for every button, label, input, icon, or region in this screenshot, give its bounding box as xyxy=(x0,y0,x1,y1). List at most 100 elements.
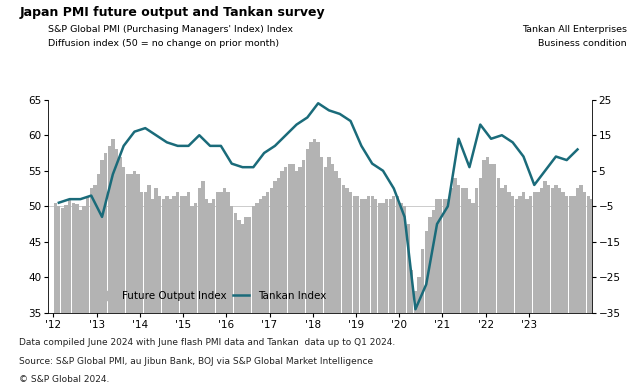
Bar xyxy=(413,291,417,313)
Bar xyxy=(161,199,165,313)
Bar xyxy=(489,163,493,313)
Text: Diffusion index (50 = no change on prior month): Diffusion index (50 = no change on prior… xyxy=(48,39,279,48)
Bar xyxy=(424,231,428,313)
Bar xyxy=(359,199,363,313)
Bar xyxy=(60,208,64,313)
Bar xyxy=(114,149,118,313)
Bar xyxy=(205,199,208,313)
Text: Business condition: Business condition xyxy=(538,39,627,48)
Bar xyxy=(421,249,424,313)
Bar xyxy=(446,199,449,313)
Bar xyxy=(345,188,349,313)
Bar xyxy=(583,192,586,313)
Bar xyxy=(291,163,294,313)
Bar xyxy=(417,277,421,313)
Bar xyxy=(230,206,233,313)
Bar xyxy=(53,203,57,313)
Bar xyxy=(547,185,550,313)
Bar xyxy=(370,196,374,313)
Bar xyxy=(176,192,179,313)
Bar xyxy=(187,192,190,313)
Bar xyxy=(439,199,442,313)
Bar xyxy=(100,160,104,313)
Bar xyxy=(248,217,251,313)
Bar xyxy=(96,174,100,313)
Bar xyxy=(78,210,82,313)
Bar xyxy=(118,156,122,313)
Text: Tankan All Enterprises: Tankan All Enterprises xyxy=(522,25,627,34)
Bar xyxy=(122,167,125,313)
Bar xyxy=(507,192,511,313)
Bar xyxy=(219,192,222,313)
Bar xyxy=(341,185,345,313)
Bar xyxy=(367,196,370,313)
Bar xyxy=(165,196,168,313)
Bar xyxy=(327,156,331,313)
Bar xyxy=(320,156,323,313)
Bar xyxy=(75,204,78,313)
Bar xyxy=(305,149,309,313)
Bar xyxy=(550,188,554,313)
Bar xyxy=(471,203,475,313)
Bar xyxy=(522,192,525,313)
Bar xyxy=(64,205,68,313)
Bar xyxy=(349,192,352,313)
Bar xyxy=(190,206,194,313)
Bar xyxy=(215,192,219,313)
Bar xyxy=(381,203,385,313)
Bar xyxy=(568,196,572,313)
Bar xyxy=(460,188,464,313)
Bar xyxy=(197,188,201,313)
Bar xyxy=(493,163,496,313)
Bar xyxy=(212,199,215,313)
Bar xyxy=(561,192,565,313)
Bar xyxy=(71,203,75,313)
Bar xyxy=(154,188,158,313)
Bar xyxy=(457,185,460,313)
Bar xyxy=(237,221,240,313)
Bar xyxy=(536,192,539,313)
Bar xyxy=(255,203,258,313)
Bar xyxy=(576,188,579,313)
Bar xyxy=(334,171,338,313)
Bar xyxy=(572,196,575,313)
Bar xyxy=(266,192,269,313)
Bar xyxy=(295,171,298,313)
Bar xyxy=(169,199,172,313)
Bar xyxy=(554,185,557,313)
Bar xyxy=(57,206,60,313)
Bar xyxy=(183,196,186,313)
Bar xyxy=(111,139,114,313)
Bar xyxy=(251,206,255,313)
Bar xyxy=(125,174,129,313)
Bar xyxy=(86,196,89,313)
Bar xyxy=(399,203,403,313)
Bar xyxy=(338,178,341,313)
Bar xyxy=(388,199,392,313)
Bar xyxy=(485,156,489,313)
Bar xyxy=(158,196,161,313)
Bar xyxy=(428,217,431,313)
Bar xyxy=(277,178,280,313)
Bar xyxy=(518,196,521,313)
Bar xyxy=(496,178,500,313)
Bar xyxy=(273,181,276,313)
Bar xyxy=(151,199,154,313)
Legend: Future Output Index, Tankan Index: Future Output Index, Tankan Index xyxy=(97,291,326,301)
Bar xyxy=(129,174,132,313)
Bar xyxy=(244,217,248,313)
Bar xyxy=(504,185,507,313)
Bar xyxy=(374,199,377,313)
Bar xyxy=(395,196,399,313)
Bar xyxy=(284,167,287,313)
Bar xyxy=(323,167,327,313)
Text: Data compiled June 2024 with June flash PMI data and Tankan  data up to Q1 2024.: Data compiled June 2024 with June flash … xyxy=(19,338,395,347)
Bar xyxy=(558,188,561,313)
Text: S&P Global PMI (Purchasing Managers' Index) Index: S&P Global PMI (Purchasing Managers' Ind… xyxy=(48,25,293,34)
Bar xyxy=(233,213,237,313)
Bar xyxy=(467,199,471,313)
Bar xyxy=(241,224,244,313)
Bar xyxy=(107,146,111,313)
Bar xyxy=(500,188,503,313)
Bar xyxy=(226,192,230,313)
